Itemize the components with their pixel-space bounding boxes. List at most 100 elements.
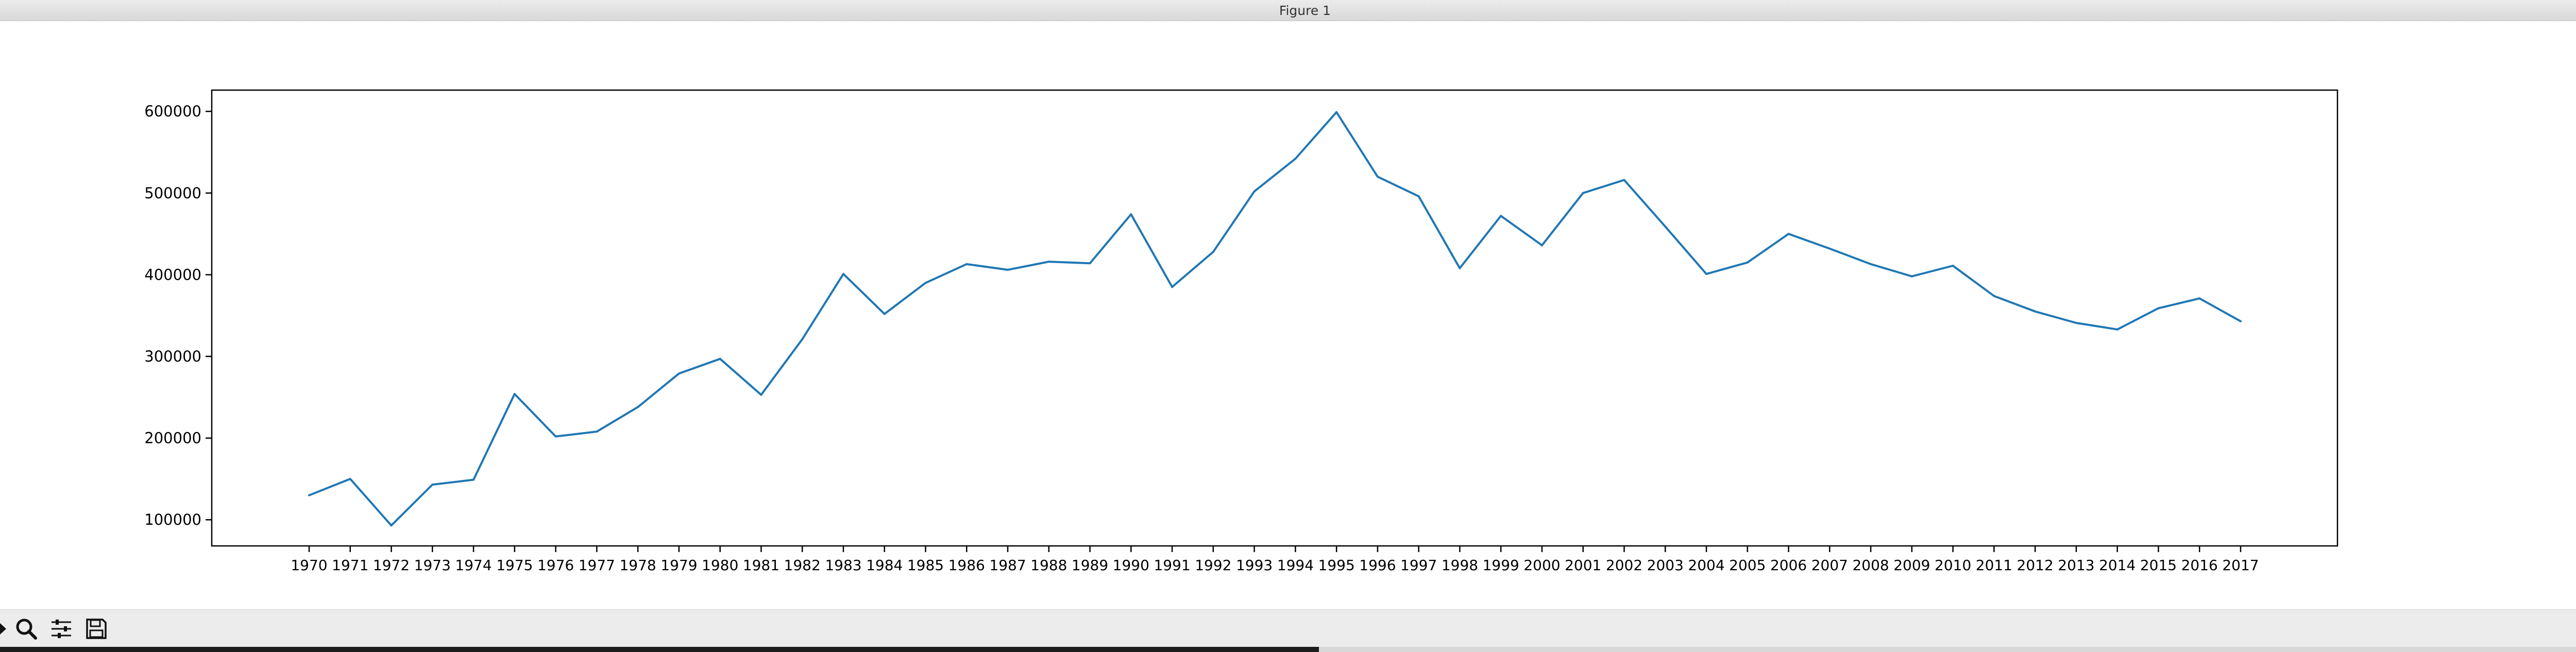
x-tick-label: 2006 <box>1770 557 1807 574</box>
zoom-button[interactable] <box>10 613 42 645</box>
x-tick-label: 1988 <box>1030 557 1067 574</box>
data-point <box>2157 307 2160 310</box>
data-point <box>719 357 721 360</box>
data-point <box>1500 215 1502 217</box>
data-point <box>1705 272 1708 275</box>
x-tick-label: 1976 <box>537 557 574 574</box>
data-point <box>677 372 680 375</box>
data-point <box>1870 263 1872 265</box>
y-tick-label: 300000 <box>144 348 201 365</box>
x-tick-label: 2000 <box>1523 557 1560 574</box>
axes-frame <box>211 89 2338 547</box>
data-point <box>308 494 310 496</box>
y-axis: 100000 200000 300000 400000 500000 600000 <box>144 102 212 528</box>
y-tick-label: 600000 <box>144 102 201 120</box>
data-point <box>1623 179 1625 181</box>
data-point <box>2198 297 2201 300</box>
x-tick-label: 1973 <box>414 557 451 574</box>
y-tick-label: 100000 <box>144 511 201 528</box>
data-point <box>1089 262 1091 265</box>
save-button[interactable] <box>80 613 112 645</box>
x-tick-label: 2007 <box>1811 557 1848 574</box>
taskbar-segment <box>0 647 1319 652</box>
data-point <box>1459 267 1461 269</box>
x-tick-label: 1970 <box>291 557 327 574</box>
x-tick-label: 1974 <box>455 557 492 574</box>
data-point <box>513 393 516 395</box>
x-tick-label: 2017 <box>2222 557 2259 574</box>
x-tick-label: 1981 <box>743 557 779 574</box>
x-tick-label: 1975 <box>496 557 533 574</box>
data-point <box>1664 225 1667 228</box>
x-tick-label: 2015 <box>2140 557 2177 574</box>
x-tick-label: 2016 <box>2181 557 2218 574</box>
x-tick-label: 1989 <box>1072 557 1108 574</box>
line-chart: 100000 200000 300000 400000 500000 600000 197… <box>144 89 2338 574</box>
data-point <box>1212 251 1214 253</box>
data-point <box>1047 261 1050 263</box>
x-tick-label: 1997 <box>1400 557 1437 574</box>
x-tick-label: 2003 <box>1647 557 1684 574</box>
data-point <box>637 406 639 408</box>
data-point <box>1007 268 1009 271</box>
x-tick-label: 2010 <box>1935 557 1971 574</box>
x-tick-label: 1998 <box>1442 557 1478 574</box>
x-tick-label: 2013 <box>2058 557 2094 574</box>
data-point <box>801 338 804 340</box>
x-tick-label: 1982 <box>784 557 821 574</box>
data-point <box>924 282 927 284</box>
x-tick-label: 1987 <box>989 557 1026 574</box>
sliders-icon <box>52 619 71 638</box>
data-point <box>2240 320 2242 322</box>
data-point <box>1335 111 1338 113</box>
data-point <box>965 263 968 265</box>
y-tick-label: 200000 <box>144 430 201 447</box>
x-tick-label: 2008 <box>1852 557 1889 574</box>
data-point <box>431 484 434 486</box>
data-point <box>1787 233 1790 235</box>
x-tick-label: 1986 <box>948 557 985 574</box>
data-point <box>2075 322 2077 324</box>
data-point <box>1171 286 1174 288</box>
x-tick-label: 1993 <box>1236 557 1273 574</box>
data-point <box>1253 190 1256 193</box>
data-point <box>1417 195 1420 198</box>
data-point <box>554 435 557 438</box>
x-tick-label: 1978 <box>619 557 656 574</box>
series-line <box>309 111 2241 527</box>
data-point <box>883 313 886 315</box>
x-tick-label: 1979 <box>660 557 697 574</box>
data-point <box>1746 261 1749 264</box>
data-point <box>1582 192 1584 194</box>
x-tick-label: 1984 <box>866 557 903 574</box>
data-point <box>2034 310 2037 313</box>
navigation-toolbar <box>0 609 2576 647</box>
data-point <box>472 478 475 481</box>
data-point <box>842 272 844 275</box>
x-tick-label: 1995 <box>1318 557 1355 574</box>
data-point <box>1540 244 1543 247</box>
configure-subplots-button[interactable] <box>45 613 77 645</box>
data-point <box>596 430 598 433</box>
x-tick-label: 1994 <box>1277 557 1314 574</box>
data-point <box>349 477 351 480</box>
data-point <box>1910 275 1913 278</box>
x-tick-label: 1996 <box>1359 557 1396 574</box>
x-tick-label: 2012 <box>2017 557 2054 574</box>
data-point <box>1828 247 1831 250</box>
data-point <box>760 393 762 396</box>
x-tick-label: 2009 <box>1893 557 1930 574</box>
data-point <box>1952 264 1954 267</box>
x-tick-label: 2014 <box>2099 557 2136 574</box>
x-tick-label: 2001 <box>1565 557 1601 574</box>
window-title: Figure 1 <box>1279 3 1331 18</box>
data-point <box>1376 176 1379 178</box>
window-bottom-edge <box>0 647 2576 652</box>
x-tick-label: 1990 <box>1113 557 1149 574</box>
x-tick-label: 1999 <box>1483 557 1519 574</box>
forward-button[interactable] <box>0 613 7 645</box>
x-tick-label: 1980 <box>702 557 738 574</box>
data-point <box>390 524 393 527</box>
y-tick-label: 500000 <box>144 184 201 202</box>
x-tick-label: 2004 <box>1688 557 1724 574</box>
